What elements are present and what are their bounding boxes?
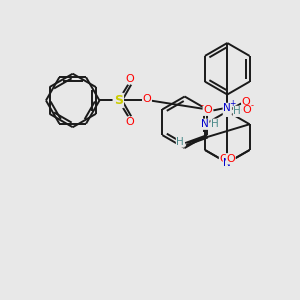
Text: H: H [211, 119, 219, 129]
Text: O: O [243, 105, 251, 116]
Text: O: O [219, 154, 228, 164]
Text: O: O [242, 98, 250, 107]
Text: H: H [176, 137, 184, 147]
Text: N: N [224, 158, 231, 168]
Text: -: - [201, 101, 204, 110]
Text: O: O [226, 154, 235, 164]
Text: O: O [126, 117, 135, 127]
Text: H: H [233, 106, 241, 116]
Text: O: O [203, 105, 212, 116]
Text: N: N [224, 106, 231, 116]
Text: O: O [126, 74, 135, 84]
Text: O: O [143, 94, 152, 104]
Text: -: - [250, 101, 254, 110]
Text: N: N [224, 103, 231, 113]
Text: +: + [229, 99, 236, 108]
Text: N: N [224, 158, 231, 168]
Text: N: N [201, 119, 209, 129]
Text: S: S [114, 94, 123, 107]
